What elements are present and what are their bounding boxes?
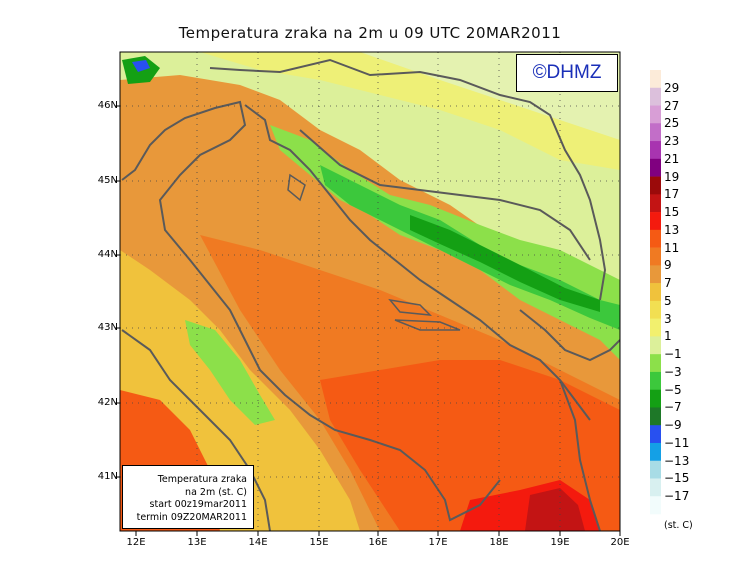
legend-level-label: 19 bbox=[664, 169, 680, 184]
field-green-dark bbox=[410, 215, 600, 312]
legend-level-label: 21 bbox=[664, 151, 680, 166]
legend-swatch bbox=[650, 70, 661, 89]
legend-swatch bbox=[650, 460, 661, 479]
legend-swatch bbox=[650, 247, 661, 266]
field-cold-blue bbox=[132, 60, 150, 72]
border-bosnia bbox=[299, 129, 591, 261]
lon-label-16e: 16E bbox=[368, 537, 388, 548]
lat-label-41n: 41N bbox=[97, 471, 118, 482]
legend-swatch bbox=[650, 300, 661, 319]
lon-label-13e: 13E bbox=[187, 537, 207, 548]
lat-label-42n: 42N bbox=[97, 397, 118, 408]
legend-swatch bbox=[650, 265, 661, 284]
legend-swatch bbox=[650, 123, 661, 142]
legend-level-label: 23 bbox=[664, 134, 680, 149]
lat-label-46n: 46N bbox=[97, 100, 118, 111]
legend-level-label: 13 bbox=[664, 222, 680, 237]
legend-swatch bbox=[650, 478, 661, 497]
legend-swatch bbox=[650, 194, 661, 213]
island-brac bbox=[388, 298, 433, 316]
legend-level-label: 5 bbox=[664, 293, 672, 308]
legend-level-label: 3 bbox=[664, 311, 672, 326]
legend-swatch bbox=[650, 496, 661, 515]
legend-level-label: −15 bbox=[664, 471, 690, 486]
coastline-italy-west bbox=[121, 329, 271, 531]
legend-level-label: 17 bbox=[664, 187, 680, 202]
legend-level-label: −9 bbox=[664, 418, 682, 433]
lat-label-43n: 43N bbox=[97, 322, 118, 333]
legend-level-label: 7 bbox=[664, 276, 672, 291]
legend-swatch bbox=[650, 425, 661, 444]
border-albania bbox=[559, 379, 601, 531]
dhmz-watermark: ©DHMZ bbox=[516, 54, 618, 92]
field-hot-core bbox=[525, 488, 585, 531]
legend-level-label: −1 bbox=[664, 347, 682, 362]
legend-level-label: −11 bbox=[664, 435, 690, 450]
legend-level-label: −7 bbox=[664, 400, 682, 415]
legend-level-label: 1 bbox=[664, 329, 672, 344]
legend-swatch bbox=[650, 176, 661, 195]
lon-label-19e: 19E bbox=[550, 537, 570, 548]
lon-label-20e: 20E bbox=[610, 537, 630, 548]
legend-level-label: 15 bbox=[664, 205, 680, 220]
map-border bbox=[119, 51, 621, 532]
lat-label-45n: 45N bbox=[97, 175, 118, 186]
lon-label-14e: 14E bbox=[248, 537, 268, 548]
legend-swatch bbox=[650, 87, 661, 106]
info-line-4: termin 09Z20MAR2011 bbox=[136, 511, 247, 523]
legend-level-label: 29 bbox=[664, 80, 680, 95]
legend-swatch bbox=[650, 371, 661, 390]
legend-level-label: 27 bbox=[664, 98, 680, 113]
field-italy-green bbox=[185, 320, 275, 425]
legend-level-label: 25 bbox=[664, 116, 680, 131]
legend-swatch bbox=[650, 354, 661, 373]
lon-label-17e: 17E bbox=[428, 537, 448, 548]
info-line-3: start 00z19mar2011 bbox=[149, 499, 247, 510]
legend-swatch bbox=[650, 283, 661, 302]
legend-colorbar bbox=[650, 70, 661, 515]
legend-level-label: −3 bbox=[664, 364, 682, 379]
legend-swatch bbox=[650, 389, 661, 408]
border-montenegro bbox=[519, 309, 620, 362]
lon-label-12e: 12E bbox=[126, 537, 146, 548]
axis-ticks bbox=[115, 105, 621, 536]
legend-level-label: −13 bbox=[664, 453, 690, 468]
lon-label-18e: 18E bbox=[489, 537, 509, 548]
legend-level-label: 9 bbox=[664, 258, 672, 273]
legend-swatch bbox=[650, 407, 661, 426]
legend-level-label: 11 bbox=[664, 240, 680, 255]
border-north bbox=[209, 58, 607, 301]
lat-label-44n: 44N bbox=[97, 249, 118, 260]
legend-swatch bbox=[650, 141, 661, 160]
legend-swatch bbox=[650, 318, 661, 337]
info-line-1: Temperatura zraka bbox=[157, 474, 247, 485]
legend-unit: (st. C) bbox=[664, 520, 693, 531]
info-line-2: na 2m (st. C) bbox=[185, 486, 247, 498]
lon-label-15e: 15E bbox=[309, 537, 329, 548]
legend-level-label: −5 bbox=[664, 382, 682, 397]
coastline-croatia bbox=[244, 104, 591, 421]
coastline-italy bbox=[121, 100, 501, 522]
legend-swatch bbox=[650, 158, 661, 177]
legend-swatch bbox=[650, 229, 661, 248]
island-hvar bbox=[394, 319, 461, 331]
island-krk bbox=[287, 173, 306, 202]
legend-swatch bbox=[650, 442, 661, 462]
legend-swatch bbox=[650, 105, 661, 124]
legend-level-label: −17 bbox=[664, 489, 690, 504]
legend-swatch bbox=[650, 212, 661, 231]
legend-swatch bbox=[650, 336, 661, 355]
map-title: Temperatura zraka na 2m u 09 UTC 20MAR20… bbox=[178, 24, 562, 42]
info-box: Temperatura zraka na 2m (st. C) start 00… bbox=[122, 465, 254, 529]
